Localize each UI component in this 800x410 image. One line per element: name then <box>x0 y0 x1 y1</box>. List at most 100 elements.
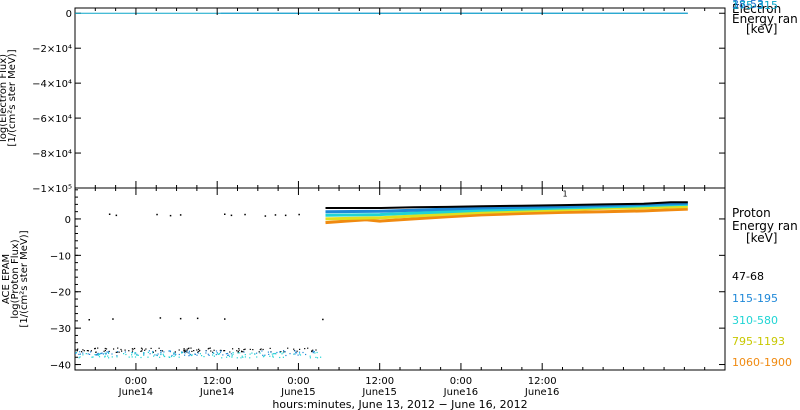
noise-point <box>156 354 158 357</box>
noise-point <box>117 347 119 349</box>
scatter-point <box>88 319 90 321</box>
noise-point <box>205 350 207 352</box>
noise-point <box>115 351 117 353</box>
noise-point <box>309 357 311 359</box>
noise-point <box>125 353 127 356</box>
noise-point <box>145 348 147 350</box>
noise-point <box>205 352 207 354</box>
noise-point <box>184 352 186 354</box>
noise-point <box>298 351 301 353</box>
xtick-label-time: 12:00 <box>203 376 232 387</box>
noise-point <box>293 353 295 355</box>
noise-point <box>131 348 133 350</box>
noise-point <box>75 351 78 354</box>
noise-point <box>105 353 107 355</box>
noise-point <box>315 356 317 358</box>
noise-point <box>231 355 233 357</box>
scatter-point <box>264 215 267 217</box>
noise-point <box>98 356 101 358</box>
noise-point <box>120 348 122 351</box>
noise-point <box>209 347 211 349</box>
noise-point <box>222 354 224 356</box>
noise-point <box>242 356 244 358</box>
noise-point <box>153 355 155 357</box>
noise-point <box>232 348 234 350</box>
noise-point <box>274 352 276 355</box>
noise-point <box>173 352 175 354</box>
noise-point <box>136 353 138 355</box>
noise-point <box>299 354 302 356</box>
noise-point <box>184 349 186 351</box>
noise-point <box>239 352 241 354</box>
noise-point <box>282 356 284 358</box>
noise-point <box>155 350 157 352</box>
noise-point <box>134 353 136 355</box>
noise-point <box>78 357 80 359</box>
noise-point <box>148 350 150 352</box>
top-legend-entry-0: 38-53 <box>732 0 764 11</box>
noise-point <box>140 356 142 359</box>
noise-point <box>313 351 315 353</box>
noise-point <box>279 356 281 359</box>
bottom-y-axis: 0 −10 −20 −30 −40 <box>50 189 725 372</box>
noise-point <box>75 352 77 354</box>
noise-point <box>232 352 234 354</box>
bottom-legend-entry-2: 310-580 <box>732 314 778 327</box>
noise-point <box>320 356 322 358</box>
noise-point <box>263 355 265 357</box>
scatter-point <box>159 317 162 319</box>
noise-point <box>279 351 281 354</box>
noise-point <box>316 357 319 359</box>
bottom-legend-entry-4: 1060-1900 <box>732 356 792 369</box>
noise-point <box>171 354 173 357</box>
noise-point <box>224 350 226 352</box>
noise-point <box>116 355 118 357</box>
noise-point <box>156 354 158 356</box>
noise-point <box>78 353 80 355</box>
noise-point <box>108 352 110 354</box>
noise-point <box>152 350 154 353</box>
noise-point <box>160 353 162 355</box>
noise-point <box>124 351 126 353</box>
noise-point <box>104 352 106 354</box>
noise-point <box>91 356 93 358</box>
noise-point <box>203 356 205 358</box>
noise-point <box>183 348 185 350</box>
noise-point <box>140 347 143 349</box>
noise-point <box>258 351 260 353</box>
top-ylabel-line-2: [1/(cm²s ster MeV)] <box>7 49 18 146</box>
noise-point <box>158 347 160 349</box>
noise-point <box>143 353 145 355</box>
noise-point <box>141 350 143 352</box>
noise-point <box>86 350 88 352</box>
noise-point <box>136 354 138 356</box>
xtick-label-time: 12:00 <box>528 376 557 387</box>
noise-point <box>238 348 240 350</box>
noise-point <box>95 354 97 356</box>
noise-point <box>296 350 298 352</box>
noise-point <box>168 350 170 352</box>
xtick-label-time: 0:00 <box>125 376 147 387</box>
noise-point <box>173 355 175 357</box>
noise-point <box>196 349 198 351</box>
noise-point <box>197 352 199 354</box>
noise-point <box>208 347 210 349</box>
noise-point <box>79 351 81 353</box>
noise-point <box>181 351 183 353</box>
noise-point <box>241 350 243 352</box>
noise-point <box>134 356 137 358</box>
x-axis-label: hours:minutes, June 13, 2012 − June 16, … <box>272 398 527 410</box>
noise-point <box>191 354 193 356</box>
noise-point <box>104 356 106 358</box>
noise-point <box>260 348 262 350</box>
noise-point <box>256 352 258 354</box>
scatter-point <box>224 318 226 320</box>
scatter-point <box>274 214 277 216</box>
noise-point <box>134 352 136 354</box>
top-y-axis: 0 −2×10⁴ −4×10⁴ −6×10⁴ −8×10⁴ −1×10⁵ <box>32 9 725 195</box>
noise-point <box>173 353 175 355</box>
noise-point <box>287 347 289 349</box>
scatter-point <box>230 214 233 217</box>
top-plot-frame <box>74 7 726 189</box>
